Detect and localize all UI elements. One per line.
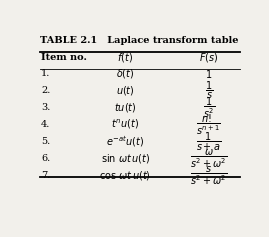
Text: $f(t)$: $f(t)$ (117, 51, 133, 64)
Text: $\sin\,\omega t\,u(t)$: $\sin\,\omega t\,u(t)$ (101, 152, 150, 165)
Text: $1$: $1$ (205, 68, 212, 80)
Text: $\dfrac{s}{s^2+\omega^2}$: $\dfrac{s}{s^2+\omega^2}$ (190, 164, 228, 187)
Text: $t^nu(t)$: $t^nu(t)$ (111, 118, 139, 131)
Text: 7.: 7. (41, 171, 50, 180)
Text: $\dfrac{1}{s+a}$: $\dfrac{1}{s+a}$ (196, 131, 221, 153)
Text: 3.: 3. (41, 103, 50, 112)
Text: 5.: 5. (41, 137, 50, 146)
Text: $F(s)$: $F(s)$ (199, 51, 218, 64)
Text: Item no.: Item no. (41, 53, 87, 62)
Text: $u(t)$: $u(t)$ (116, 84, 135, 97)
Text: $e^{-at}u(t)$: $e^{-at}u(t)$ (106, 134, 144, 149)
Text: $tu(t)$: $tu(t)$ (114, 101, 137, 114)
Text: 6.: 6. (41, 154, 50, 163)
Text: 1.: 1. (41, 69, 50, 78)
Text: $\dfrac{1}{s}$: $\dfrac{1}{s}$ (205, 80, 213, 101)
Text: 4.: 4. (41, 120, 50, 129)
Text: $\dfrac{n!}{s^{n+1}}$: $\dfrac{n!}{s^{n+1}}$ (196, 112, 221, 137)
Text: $\cos\,\omega t\,u(t)$: $\cos\,\omega t\,u(t)$ (100, 169, 151, 182)
Text: TABLE 2.1   Laplace transform table: TABLE 2.1 Laplace transform table (40, 36, 238, 45)
Text: 2.: 2. (41, 86, 50, 95)
Text: $\dfrac{\omega}{s^2+\omega^2}$: $\dfrac{\omega}{s^2+\omega^2}$ (190, 147, 228, 170)
Text: $\delta(t)$: $\delta(t)$ (116, 67, 134, 80)
Text: $\dfrac{1}{s^2}$: $\dfrac{1}{s^2}$ (203, 95, 215, 120)
